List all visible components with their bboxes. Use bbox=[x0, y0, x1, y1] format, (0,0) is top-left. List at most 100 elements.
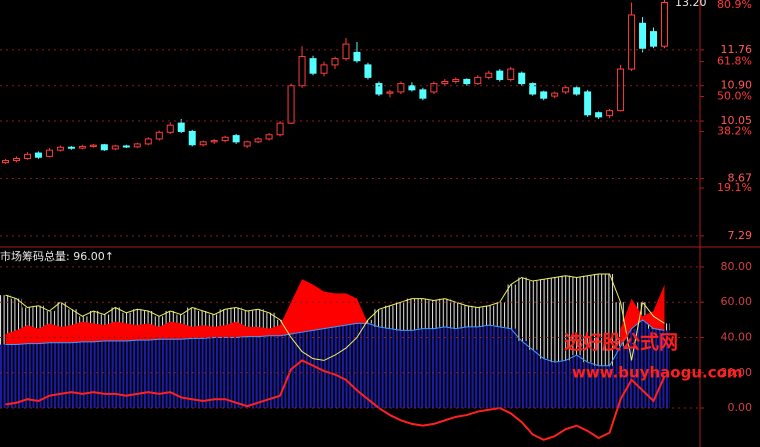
hatch-bar bbox=[417, 298, 429, 329]
candle-body bbox=[287, 85, 295, 124]
volume-bar bbox=[615, 346, 627, 409]
candle-body bbox=[507, 68, 515, 80]
hatch-bar bbox=[538, 279, 550, 359]
candle-body bbox=[562, 87, 570, 93]
volume-bar bbox=[208, 337, 220, 409]
hatch-bar bbox=[549, 277, 561, 363]
volume-bar bbox=[538, 358, 550, 409]
candle-body bbox=[661, 1, 669, 47]
candle-body bbox=[474, 76, 482, 85]
y-tick-label: 38.2% bbox=[717, 124, 752, 137]
y-tick-label: 80.9% bbox=[717, 0, 752, 11]
y-tick-label: 19.1% bbox=[717, 181, 752, 194]
candle-body bbox=[529, 83, 537, 95]
candle-body bbox=[518, 72, 526, 85]
candle-body bbox=[496, 70, 504, 80]
volume-bar bbox=[428, 328, 440, 409]
y-tick-label: 61.8% bbox=[717, 55, 752, 68]
candle-body bbox=[111, 145, 119, 150]
candle-body bbox=[232, 135, 240, 143]
candle-body bbox=[221, 136, 229, 142]
candle-body bbox=[540, 91, 548, 99]
hatch-bar bbox=[263, 312, 275, 336]
candle-body bbox=[485, 72, 493, 78]
hatch-bar bbox=[472, 307, 484, 327]
volume-bar bbox=[406, 330, 418, 409]
y-tick-label: 20.00 bbox=[721, 366, 753, 379]
volume-bar bbox=[450, 328, 462, 409]
volume-bar bbox=[604, 365, 616, 409]
volume-bar bbox=[197, 338, 209, 409]
volume-bar bbox=[483, 325, 495, 409]
candle-body bbox=[298, 56, 306, 87]
hatch-bar bbox=[505, 284, 517, 329]
y-tick-label: 10.90 bbox=[721, 79, 753, 92]
hatch-bar bbox=[384, 305, 396, 329]
hatch-bar bbox=[252, 309, 264, 337]
candle-body bbox=[243, 141, 251, 147]
candle-body bbox=[122, 145, 130, 148]
volume-bar bbox=[362, 323, 374, 409]
hatch-bar bbox=[582, 275, 594, 363]
candle-body bbox=[34, 152, 42, 158]
volume-bar bbox=[230, 337, 242, 409]
volume-bar bbox=[164, 339, 176, 409]
volume-bar bbox=[527, 349, 539, 409]
candle-body bbox=[331, 58, 339, 66]
candle-body bbox=[56, 146, 64, 151]
volume-bar bbox=[76, 341, 88, 409]
watermark-url: www.buyhaogu.com bbox=[572, 364, 743, 382]
candle-body bbox=[254, 138, 262, 143]
axes: 11.76 10.90 10.05 8.67 7.29 80.9% 61.8% 50.0% 38… bbox=[0, 0, 752, 414]
candle-body bbox=[584, 91, 592, 116]
volume-bar bbox=[98, 341, 110, 409]
candle-body bbox=[78, 145, 86, 149]
candle-body bbox=[67, 146, 75, 149]
y-tick-label: 11.76 bbox=[721, 43, 753, 56]
hatch-bar bbox=[186, 307, 198, 339]
volume-bar bbox=[153, 339, 165, 409]
volume-bar bbox=[21, 343, 33, 409]
volume-bar bbox=[340, 325, 352, 409]
volume-bar bbox=[505, 328, 517, 409]
volume-bar bbox=[351, 323, 363, 409]
hatch-bar bbox=[439, 298, 451, 327]
volume-bar bbox=[373, 326, 385, 409]
hatch-bar bbox=[571, 277, 583, 356]
candle-body bbox=[320, 64, 328, 74]
volume-bar bbox=[274, 335, 286, 409]
y-tick-label: 0.00 bbox=[728, 401, 753, 414]
candle-body bbox=[23, 153, 31, 159]
volume-bar bbox=[43, 342, 55, 409]
hatch-bar bbox=[362, 319, 374, 324]
hatch-bar bbox=[560, 275, 572, 361]
hatch-bar bbox=[10, 298, 22, 345]
candle-body bbox=[100, 144, 108, 151]
candle-body bbox=[364, 64, 372, 78]
volume-bar bbox=[131, 340, 143, 409]
candle-body bbox=[375, 83, 383, 95]
candle-body bbox=[397, 83, 405, 93]
hatch-bar bbox=[373, 309, 385, 327]
candle-body bbox=[155, 131, 163, 140]
volume-bar bbox=[593, 365, 605, 409]
volume-bar bbox=[142, 340, 154, 409]
candle-body bbox=[276, 122, 284, 136]
volume-bar bbox=[384, 328, 396, 409]
y-tick-label: 40.00 bbox=[721, 330, 753, 343]
volume-bar bbox=[120, 341, 132, 409]
candle-body bbox=[386, 91, 394, 94]
volume-bar bbox=[263, 335, 275, 409]
hatch-bar bbox=[450, 302, 462, 329]
volume-bar bbox=[494, 326, 506, 409]
volume-bar bbox=[571, 355, 583, 409]
volume-bar bbox=[0, 344, 11, 409]
y-tick-label: 10.05 bbox=[721, 114, 753, 127]
candle-body bbox=[628, 14, 636, 70]
hatch-bar bbox=[208, 314, 220, 338]
hatch-bar bbox=[494, 302, 506, 327]
volume-bar bbox=[307, 330, 319, 409]
hatch-bar bbox=[615, 302, 627, 347]
candle-body bbox=[342, 43, 350, 60]
